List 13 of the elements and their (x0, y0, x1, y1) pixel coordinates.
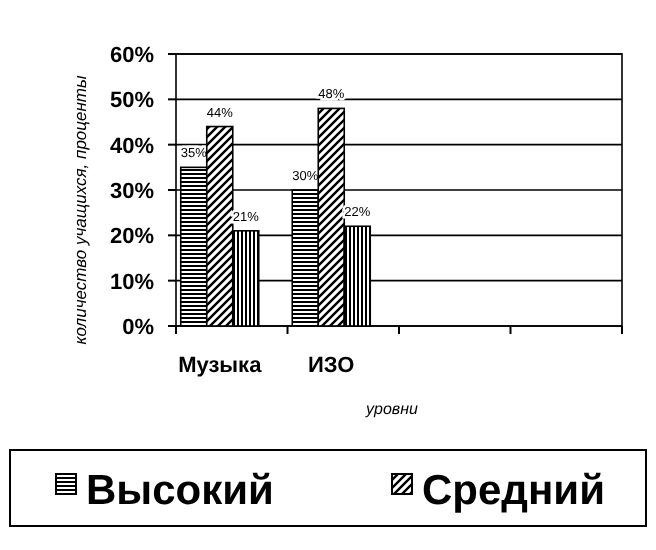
x-tick-label: Музыка (178, 354, 264, 378)
x-tick-label: ИЗО (308, 354, 356, 378)
y-tick-label: 20% (109, 225, 155, 250)
y-tick-label: 60% (109, 44, 155, 68)
y-tick-label: 30% (109, 180, 155, 204)
y-axis-title: количество учащихся, проценты (70, 74, 90, 345)
y-tick-label: 10% (109, 270, 155, 295)
x-axis-title: уровни (364, 400, 420, 418)
y-tick-label: 40% (109, 134, 155, 159)
y-tick-label: 50% (109, 89, 155, 114)
legend-label: Средний (422, 468, 606, 514)
y-tick-label: 0% (122, 316, 155, 340)
legend-label: Высокий (86, 468, 274, 514)
